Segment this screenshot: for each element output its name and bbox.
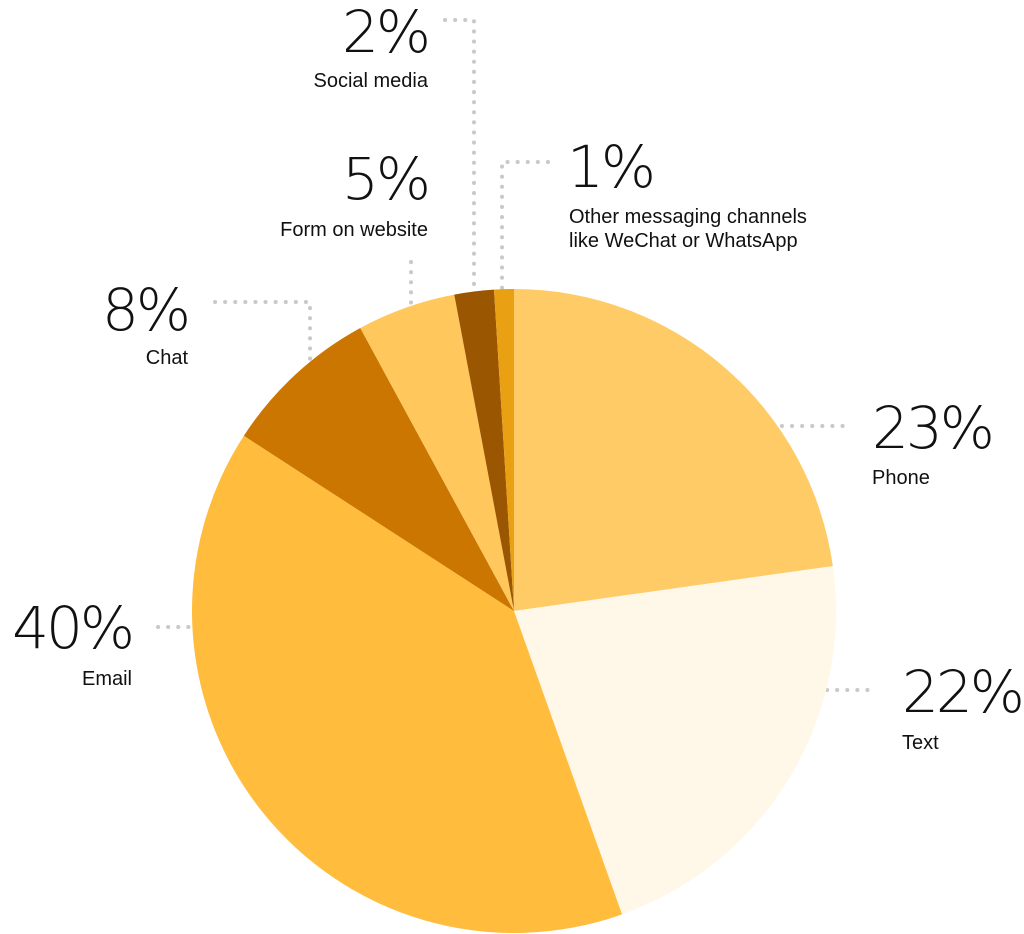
pie-slice-other-messaging-channels-like-wechat-or-whatsapp <box>493 288 514 611</box>
slice-value-label: 5% <box>342 145 428 213</box>
slice-category-label: Phone <box>872 467 930 489</box>
leader-line-social-media <box>443 18 476 328</box>
pie-slice-text <box>514 566 836 915</box>
pie-slice-email <box>192 435 623 934</box>
slice-value-label: 23% <box>872 394 992 462</box>
pie-slices <box>192 288 836 934</box>
slice-category-label: like WeChat or WhatsApp <box>569 230 798 252</box>
slice-labels: 23% Phone 22% Text 40% Email 8% Chat 5% Form on w… <box>12 0 1024 754</box>
pie-slice-form-on-website <box>360 294 514 611</box>
slice-category-label: Chat <box>146 347 189 369</box>
pie-slice-social-media <box>454 289 514 611</box>
slice-category-label: Text <box>902 732 939 754</box>
slice-category-label: Form on website <box>280 219 428 241</box>
pie-slice-phone <box>514 289 833 611</box>
pie-slice-chat <box>243 328 515 611</box>
slice-value-label: 40% <box>12 594 132 662</box>
slice-category-label: Other messaging channels <box>569 206 807 228</box>
slice-value-label: 2% <box>342 0 428 66</box>
slice-category-label: Social media <box>313 70 428 92</box>
slice-value-label: 22% <box>902 658 1022 726</box>
leader-line-other-messaging-channels-like-wechat-or-whatsapp <box>500 160 550 352</box>
slice-value-label: 8% <box>102 276 188 344</box>
slice-value-label: 1% <box>567 133 653 201</box>
slice-category-label: Email <box>82 668 132 690</box>
